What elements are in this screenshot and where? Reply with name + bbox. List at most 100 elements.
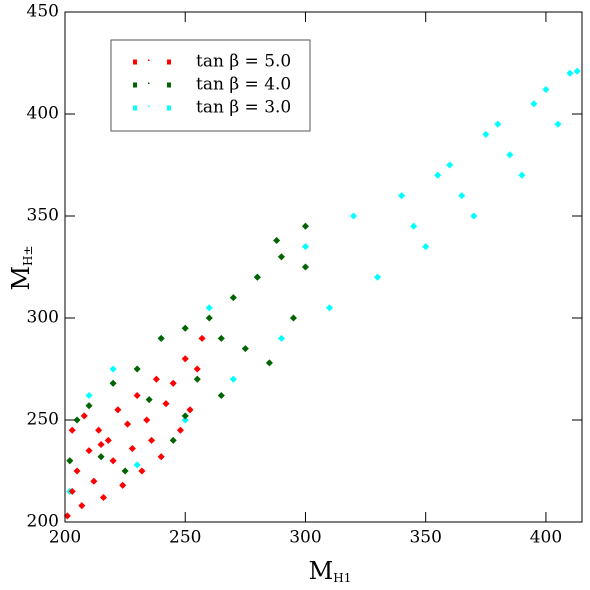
scatter-point — [482, 130, 490, 138]
scatter-point — [181, 324, 189, 332]
scatter-point — [162, 400, 170, 408]
scatter-point — [217, 391, 225, 400]
legend-marker — [167, 82, 171, 88]
scatter-point — [301, 263, 310, 271]
scatter-point — [133, 365, 141, 373]
scatter-point — [68, 426, 76, 434]
scatter-point — [181, 355, 189, 363]
scatter-point — [114, 406, 122, 414]
legend-marker — [133, 59, 137, 65]
scatter-point — [277, 334, 285, 342]
x-axis-label: MH1 — [309, 557, 352, 585]
scatter-point — [506, 151, 514, 159]
scatter-point — [446, 161, 454, 169]
scatter-point — [277, 253, 285, 261]
scatter-point — [350, 212, 358, 220]
plot-area — [63, 67, 581, 520]
legend-marker — [133, 105, 137, 111]
y-tick-label: 450 — [27, 2, 59, 22]
legend: tan β = 5.0 tan β = 4.0 tan β = 3.0 — [110, 39, 311, 132]
scatter-point — [78, 502, 86, 510]
scatter-point — [133, 461, 141, 469]
scatter-point — [289, 314, 297, 322]
scatter-point — [193, 365, 201, 373]
scatter-point — [398, 192, 406, 200]
scatter-point — [198, 334, 206, 342]
scatter-point — [193, 375, 201, 383]
scatter-point — [169, 436, 177, 444]
scatter-point — [554, 120, 562, 128]
y-axis-label: MH± — [7, 245, 35, 290]
scatter-point — [470, 212, 478, 220]
scatter-point — [145, 396, 153, 404]
scatter-point — [494, 120, 502, 128]
scatter-point — [573, 67, 581, 75]
legend-label: tan β = 5.0 — [196, 52, 291, 72]
scatter-point — [518, 171, 526, 179]
x-label-sub: H1 — [333, 571, 351, 585]
y-tick-label: 400 — [27, 104, 59, 124]
scatter-point — [95, 426, 103, 434]
x-tick-label: 400 — [530, 528, 562, 548]
legend-label: tan β = 3.0 — [196, 98, 291, 118]
scatter-point — [241, 345, 249, 353]
scatter-point — [104, 436, 112, 444]
scatter-point — [434, 171, 442, 179]
scatter-point — [301, 222, 310, 230]
scatter-point — [109, 379, 117, 387]
scatter-point — [181, 412, 189, 420]
scatter-point — [566, 69, 574, 77]
scatter-point — [80, 412, 88, 420]
scatter-point — [97, 453, 105, 461]
scatter-point — [85, 402, 93, 410]
scatter-point — [205, 304, 213, 312]
scatter-point — [73, 467, 81, 475]
legend-marker — [133, 82, 137, 88]
scatter-point — [229, 294, 237, 302]
scatter-point — [63, 512, 71, 520]
scatter-point — [169, 379, 177, 387]
legend-marker — [148, 82, 150, 84]
scatter-point — [85, 391, 93, 400]
scatter-point — [253, 273, 261, 281]
scatter-point — [530, 100, 538, 108]
scatter-point — [68, 487, 76, 495]
y-tick-label: 350 — [27, 206, 59, 226]
scatter-point — [119, 481, 127, 489]
scatter-point — [128, 445, 136, 453]
scatter-point — [176, 426, 184, 434]
scatter-point — [542, 85, 550, 94]
scatter-point — [229, 375, 237, 383]
plot-frame — [64, 11, 583, 523]
scatter-point — [410, 222, 418, 230]
legend-marker — [167, 59, 171, 65]
scatter-point — [273, 236, 281, 245]
x-tick-label: 300 — [289, 528, 321, 548]
legend-marker — [148, 59, 150, 61]
y-tick-label: 200 — [27, 512, 59, 532]
scatter-point — [217, 334, 225, 342]
scatter-point — [109, 365, 117, 373]
scatter-point — [186, 406, 194, 414]
scatter-point — [99, 493, 108, 502]
scatter-point — [73, 416, 81, 424]
legend-marker — [167, 105, 171, 111]
scatter-point — [66, 457, 74, 465]
scatter-point — [325, 304, 334, 312]
x-tick-label: 350 — [409, 528, 441, 548]
scatter-point — [265, 359, 273, 367]
legend-label: tan β = 4.0 — [196, 75, 291, 95]
legend-marker — [148, 105, 150, 107]
x-label-main: M — [309, 557, 334, 585]
scatter-point — [301, 243, 310, 251]
y-label-main: M — [7, 266, 35, 291]
y-tick-label: 250 — [27, 410, 59, 430]
x-tick-label: 200 — [49, 528, 81, 548]
y-tick-label: 300 — [27, 308, 59, 328]
scatter-point — [143, 416, 151, 424]
scatter-point — [148, 436, 156, 444]
y-label-sub: H± — [21, 245, 35, 266]
legend-box — [110, 39, 311, 132]
scatter-point — [123, 420, 132, 428]
